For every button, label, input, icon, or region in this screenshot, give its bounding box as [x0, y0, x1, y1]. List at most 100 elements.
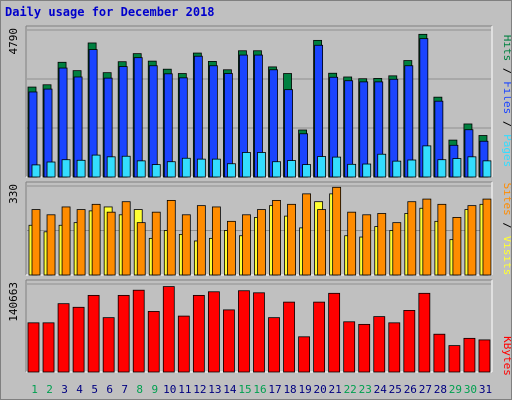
bar-sites-day-13: [211, 206, 221, 276]
bar-kbytes-day-28: [433, 333, 446, 373]
bar-pages-day-5: [91, 154, 101, 178]
bar-kbytes-day-18: [283, 301, 295, 373]
legend-item-sites: Sites: [501, 183, 511, 216]
legend-item-pages: Pages: [501, 134, 511, 167]
bar-pages-day-7: [121, 155, 131, 178]
day-label-2: 2: [46, 383, 53, 396]
bar-sites-day-30: [467, 205, 477, 276]
bar-pages-day-26: [407, 159, 417, 178]
day-label-22: 22: [344, 383, 357, 396]
bar-pages-day-11: [181, 157, 191, 178]
day-label-29: 29: [449, 383, 462, 396]
bar-sites-day-28: [437, 203, 447, 276]
bar-pages-day-2: [46, 161, 56, 178]
legend-item-visits: Visits: [501, 236, 511, 276]
bar-pages-day-23: [362, 163, 372, 178]
bar-kbytes-day-31: [478, 339, 491, 373]
legend-item-hits: Hits: [501, 35, 511, 62]
bar-pages-day-13: [211, 158, 221, 178]
bar-files-day-9: [148, 65, 158, 178]
legend-item-files: Files: [501, 81, 511, 114]
day-label-27: 27: [419, 383, 432, 396]
bar-pages-day-10: [166, 161, 176, 178]
bar-kbytes-day-10: [162, 286, 175, 373]
day-label-13: 13: [208, 383, 221, 396]
bar-sites-day-19: [302, 193, 311, 276]
bar-pages-day-9: [151, 164, 161, 178]
bar-sites-day-10: [166, 199, 176, 276]
day-label-3: 3: [61, 383, 68, 396]
bar-kbytes-day-13: [207, 291, 220, 373]
bar-sites-day-12: [196, 205, 206, 276]
legend-1: Hits / Files / Pages: [501, 35, 511, 168]
bar-sites-day-14: [227, 220, 236, 276]
day-label-4: 4: [76, 383, 83, 396]
bar-sites-day-25: [392, 222, 402, 276]
bar-sites-day-21: [332, 186, 342, 276]
bar-kbytes-day-11: [177, 315, 190, 373]
bar-pages-day-4: [76, 159, 86, 178]
y-max-label-1: 4790: [7, 28, 20, 55]
day-label-7: 7: [121, 383, 128, 396]
bar-pages-day-8: [136, 160, 146, 178]
chart-title: Daily usage for December 2018: [5, 5, 215, 19]
day-label-15: 15: [238, 383, 251, 396]
bar-pages-day-1: [31, 164, 41, 178]
day-label-12: 12: [193, 383, 206, 396]
bar-sites-day-18: [287, 203, 296, 276]
day-label-16: 16: [253, 383, 266, 396]
bar-sites-day-3: [61, 206, 71, 276]
day-label-31: 31: [479, 383, 492, 396]
bar-pages-day-16: [257, 152, 266, 178]
bar-pages-day-30: [467, 156, 477, 178]
day-label-5: 5: [91, 383, 98, 396]
day-label-1: 1: [31, 383, 38, 396]
day-label-6: 6: [106, 383, 113, 396]
bar-files-day-8: [133, 57, 143, 178]
bar-pages-day-15: [242, 152, 251, 178]
bar-sites-day-24: [377, 213, 387, 276]
bar-kbytes-day-9: [147, 311, 160, 373]
bar-kbytes-day-2: [42, 322, 55, 373]
bar-kbytes-day-19: [298, 336, 310, 373]
y-max-label-2: 330: [7, 184, 20, 204]
bar-sites-day-26: [407, 201, 417, 276]
bar-pages-day-12: [196, 158, 206, 178]
bar-kbytes-day-12: [192, 294, 205, 373]
bar-kbytes-day-15: [238, 290, 250, 373]
legend-3: KBytes: [501, 336, 511, 376]
legend-2: Sites / Visits: [501, 183, 511, 276]
bar-kbytes-day-23: [358, 323, 371, 373]
bar-kbytes-day-7: [117, 294, 130, 373]
bar-pages-day-24: [377, 153, 387, 178]
day-label-23: 23: [359, 383, 372, 396]
bar-sites-day-16: [257, 209, 266, 276]
bar-pages-day-28: [437, 159, 447, 178]
bar-sites-day-6: [106, 211, 116, 276]
y-max-label-3: 140663: [7, 282, 20, 322]
bar-pages-day-31: [482, 160, 492, 178]
bar-sites-day-8: [136, 222, 146, 276]
day-label-19: 19: [298, 383, 311, 396]
bar-sites-day-15: [242, 214, 251, 276]
day-label-18: 18: [283, 383, 296, 396]
day-label-30: 30: [464, 383, 477, 396]
bar-sites-day-2: [46, 214, 56, 276]
bar-kbytes-day-4: [72, 306, 85, 373]
bar-kbytes-day-21: [328, 292, 341, 373]
bar-sites-day-17: [272, 199, 281, 276]
bar-sites-day-29: [452, 217, 462, 276]
bar-kbytes-day-25: [388, 322, 401, 373]
bar-kbytes-day-1: [27, 322, 40, 373]
bar-kbytes-day-29: [448, 345, 461, 373]
day-label-11: 11: [178, 383, 191, 396]
bar-kbytes-day-27: [418, 292, 431, 373]
bar-pages-day-29: [452, 158, 462, 178]
bar-sites-day-27: [422, 198, 432, 276]
bar-kbytes-day-17: [268, 317, 280, 373]
bar-kbytes-day-20: [313, 301, 326, 373]
bar-pages-day-25: [392, 160, 402, 178]
bar-kbytes-day-5: [87, 294, 100, 373]
bar-files-day-23: [359, 81, 369, 178]
